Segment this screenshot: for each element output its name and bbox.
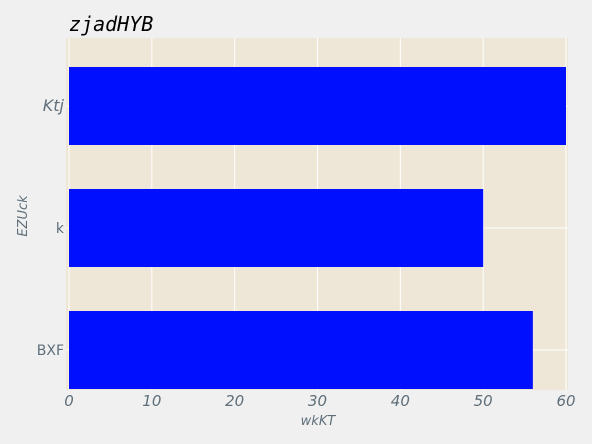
x-axis-label: wkKT: [301, 414, 337, 429]
x-tick-label: 30: [308, 392, 327, 410]
x-tick-label: 0: [64, 392, 74, 410]
y-axis-label: EZUck: [16, 195, 31, 237]
x-tick-labels: 0 10 20 30 40 50 60: [64, 392, 575, 410]
bar-bxf: [69, 311, 533, 389]
chart-title: zjadHYB: [69, 12, 153, 36]
y-tick-label: Ktj: [43, 96, 65, 115]
x-tick-label: 50: [474, 392, 493, 410]
x-tick-label: 20: [225, 392, 244, 410]
y-tick-label: k: [56, 221, 65, 237]
bar-k: [69, 189, 484, 267]
y-tick-labels: Ktj k BXF: [37, 96, 65, 359]
x-tick-label: 60: [556, 392, 575, 410]
y-tick-label: BXF: [37, 343, 64, 359]
x-tick-label: 10: [142, 392, 161, 410]
bar-ktj: [69, 67, 566, 145]
bars: [69, 67, 566, 389]
x-tick-label: 40: [391, 392, 410, 410]
